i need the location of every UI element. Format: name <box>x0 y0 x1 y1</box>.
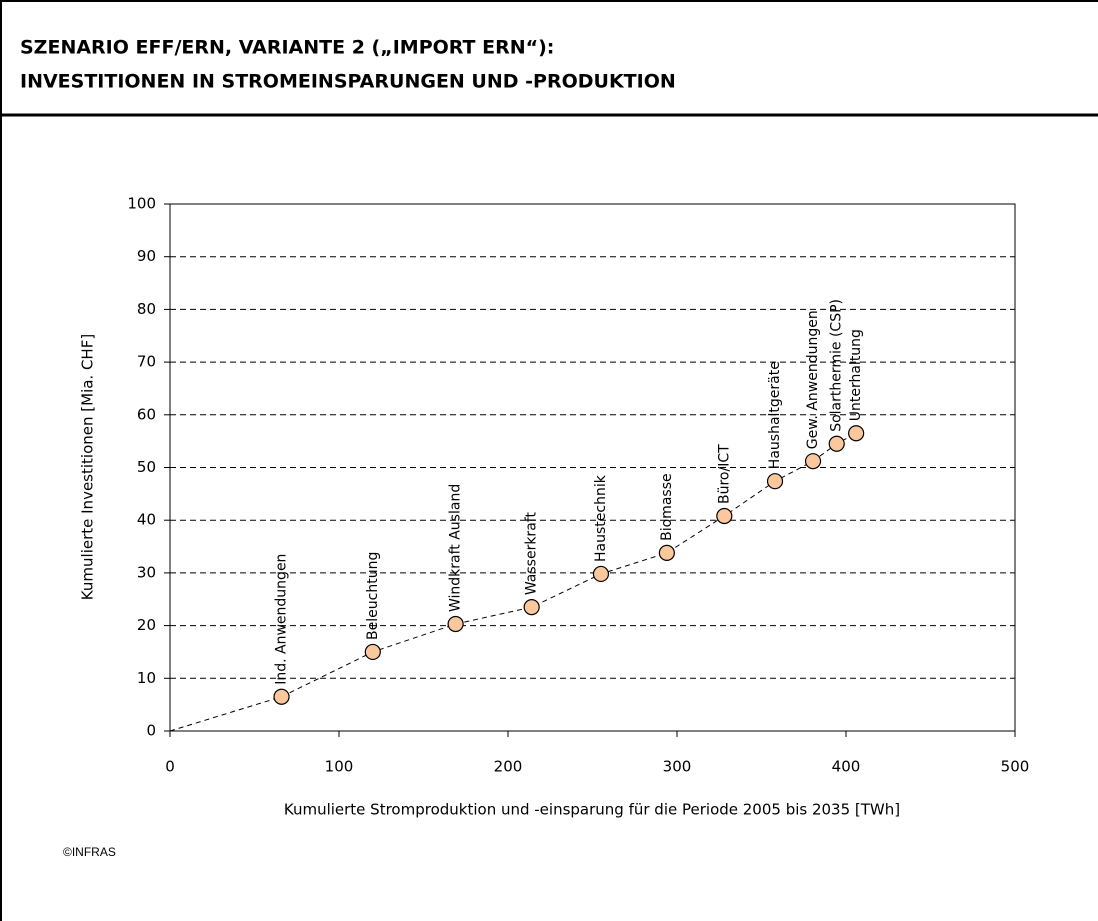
leader-line <box>169 696 282 732</box>
point <box>828 435 845 452</box>
y-tick-label: 60 <box>137 405 156 423</box>
point-label: Wasserkraft <box>524 512 540 596</box>
point <box>766 473 784 490</box>
y-tick-label: 90 <box>137 247 156 265</box>
x-tick-label: 200 <box>494 758 523 776</box>
point <box>592 565 610 583</box>
point-label: Gew. Anwendungen <box>805 310 821 449</box>
y-tick-label: 100 <box>127 195 156 213</box>
point-label: Solarthermie (CSP) <box>829 299 845 432</box>
point <box>447 615 464 633</box>
y-tick-label: 70 <box>137 353 156 371</box>
point-label: Ind. Anwendungen <box>274 554 290 685</box>
x-tick-label: 500 <box>1001 758 1030 776</box>
y-axis-label: Kumulierte Investitionen [Mia. CHF] <box>79 334 97 600</box>
x-tick-label: 100 <box>325 758 354 776</box>
point-label: Haustechnik <box>593 474 609 562</box>
point <box>716 507 733 525</box>
point-label: Unterhaltung <box>848 329 864 421</box>
point <box>658 544 675 561</box>
y-tick-label: 0 <box>146 722 156 740</box>
x-tick-label: 300 <box>663 758 692 776</box>
chart-title: SZENARIO EFF/ERN, VARIANTE 2 („IMPORT ER… <box>20 37 554 59</box>
y-tick-label: 50 <box>137 458 156 476</box>
x-axis-label: Kumulierte Stromproduktion und -einsparu… <box>284 801 900 819</box>
series-line <box>281 432 857 698</box>
point <box>523 599 540 616</box>
chart-title: INVESTITIONEN IN STROMEINSPARUNGEN UND -… <box>20 71 676 93</box>
point-label: Haushaltgeräte <box>767 361 783 469</box>
y-tick-label: 10 <box>137 669 156 687</box>
point-label: Beleuchtung <box>365 552 381 640</box>
y-tick-label: 80 <box>137 300 156 318</box>
point-label: Büro/ICT <box>716 444 732 504</box>
y-tick-label: 20 <box>137 616 156 634</box>
point <box>848 425 865 442</box>
x-tick-label: 400 <box>832 758 861 776</box>
x-tick-label: 0 <box>165 758 175 776</box>
point <box>273 688 290 705</box>
point-label: Biomasse <box>659 473 675 540</box>
point-label: Windkraft Ausland <box>448 484 464 612</box>
y-tick-label: 30 <box>137 563 156 581</box>
plot-frame <box>169 203 1016 732</box>
source: ©INFRAS <box>63 845 116 859</box>
point <box>364 643 381 661</box>
point <box>804 453 822 470</box>
y-tick-label: 40 <box>137 511 156 529</box>
